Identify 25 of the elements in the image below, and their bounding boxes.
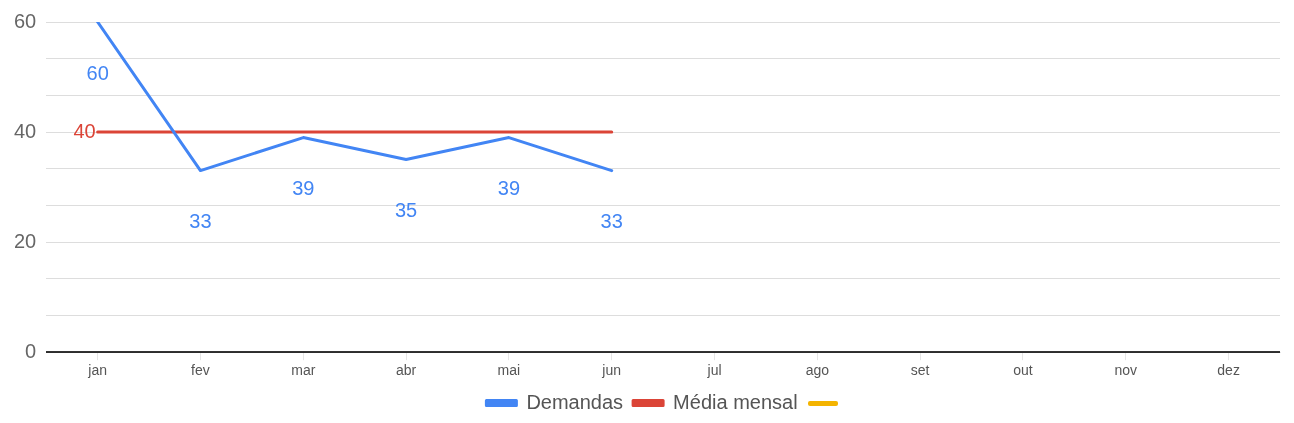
y-tick-label: 40 [14,119,37,142]
data-label: 35 [394,199,418,222]
x-tick-label: abr [395,362,417,379]
x-tick-label: dez [1217,362,1240,379]
legend-label: Demandas [526,390,624,413]
x-tick-label: mar [291,362,316,379]
y-tick-label: 0 [25,339,37,362]
x-tick-label: ago [805,362,830,379]
data-label: 33 [600,210,623,233]
data-label: 60 [86,61,109,84]
x-tick-label: fev [191,362,210,379]
x-tick-label: jun [601,362,622,379]
data-label: 39 [497,177,521,200]
data-label: 39 [292,177,315,200]
y-tick-label: 20 [14,229,37,252]
x-tick-label: nov [1114,362,1138,379]
x-tick-label: jan [87,362,107,379]
y-tick-label: 60 [14,9,37,32]
data-label: 40 [73,119,96,142]
data-label: 33 [189,210,212,233]
legend-label: Média mensal [673,390,798,413]
x-tick-label: mai [497,362,521,379]
x-tick-label: out [1013,362,1033,379]
x-tick-label: set [910,362,930,379]
x-tick-label: jul [706,362,722,379]
